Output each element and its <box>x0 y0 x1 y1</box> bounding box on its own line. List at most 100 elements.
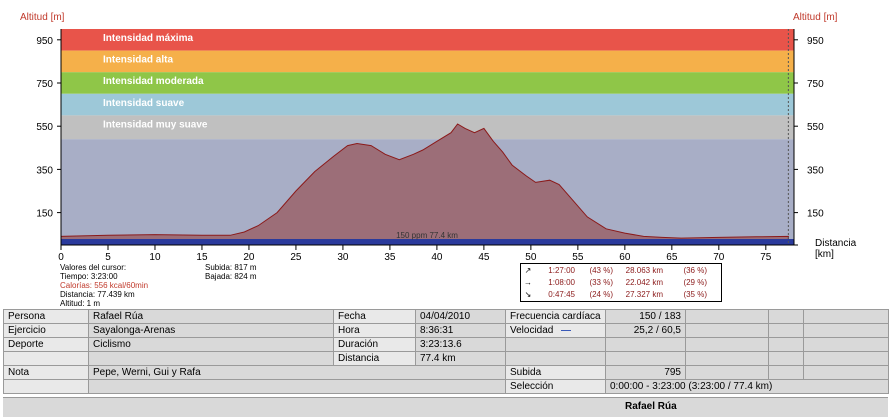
empty-cell <box>803 351 889 366</box>
velocidad-label: Velocidad <box>505 323 606 338</box>
x-tick-label: 35 <box>384 252 396 263</box>
nota-label: Nota <box>3 365 89 380</box>
y-axis-title-right: Altitud [m] <box>793 12 838 23</box>
cursor-altitud: Altitud: 1 m <box>60 299 101 308</box>
y-tick-label-right: 350 <box>807 165 824 176</box>
fecha-value[interactable]: 04/04/2010 <box>415 309 506 324</box>
hora-label: Hora <box>333 323 416 338</box>
seleccion-label: Selección <box>505 379 606 394</box>
velocidad-value[interactable]: 25,2 / 60,5 <box>605 323 686 338</box>
duracion-label: Duración <box>333 337 416 352</box>
empty-cell <box>768 309 804 324</box>
x-tick-label: 25 <box>290 252 302 263</box>
empty-cell <box>768 351 804 366</box>
duracion-value[interactable]: 3:23:13.6 <box>415 337 506 352</box>
empty-cell <box>505 337 606 352</box>
speed-line-icon <box>561 329 572 331</box>
cursor-distancia: Distancia: 77.439 km <box>60 290 135 299</box>
zone-label: Intensidad alta <box>103 55 173 66</box>
empty-cell <box>768 337 804 352</box>
slope-stats-box: ↗ 1:27:00 (43 %) 28.063 km (36 %) → 1:08… <box>520 263 722 302</box>
stats-dist: 22.042 km <box>625 278 663 287</box>
empty-cell <box>3 379 89 394</box>
y-tick-label-left: 350 <box>36 165 53 176</box>
y-tick-label-left: 150 <box>36 209 53 220</box>
zone-band <box>61 72 794 94</box>
altitude-chart[interactable]: 150 ppm 77.4 km Intensidad máxima Intensi… <box>0 0 890 305</box>
empty-cell <box>505 351 606 366</box>
stats-time: 1:27:00 <box>548 266 575 275</box>
table-row: Persona Rafael Rúa Fecha 04/04/2010 Frec… <box>3 309 889 324</box>
zone-label: Intensidad moderada <box>103 76 204 87</box>
flat-icon: → <box>524 278 532 287</box>
subida-label: Subida <box>505 365 606 380</box>
cursor-values: Valores del cursor: Tiempo: 3:23:00 Calo… <box>60 263 148 308</box>
stats-pct-dist: (29 %) <box>683 278 707 287</box>
y-axis-title-left: Altitud [m] <box>20 12 65 23</box>
zone-label: Intensidad muy suave <box>103 119 208 130</box>
x-tick-label: 55 <box>572 252 584 263</box>
cursor-subida: Subida: 817 m <box>205 263 257 272</box>
stats-row-down: ↘ 0:47:45 (24 %) 27.327 km (35 %) <box>521 289 721 300</box>
empty-cell <box>685 351 769 366</box>
x-tick-label: 30 <box>337 252 349 263</box>
seleccion-value[interactable]: 0:00:00 - 3:23:00 (3:23:00 / 77.4 km) <box>605 379 889 394</box>
zone-band <box>61 50 794 73</box>
hora-value[interactable]: 8:36:31 <box>415 323 506 338</box>
x-tick-label: 45 <box>478 252 490 263</box>
cursor-bajada: Bajada: 824 m <box>205 272 257 281</box>
empty-cell <box>803 337 889 352</box>
persona-value[interactable]: Rafael Rúa <box>88 309 334 324</box>
cursor-elevation: Subida: 817 m Bajada: 824 m <box>205 263 257 281</box>
velocidad-label-text: Velocidad <box>510 325 554 336</box>
subida-value[interactable]: 795 <box>605 365 686 380</box>
ejercicio-label: Ejercicio <box>3 323 89 338</box>
cursor-tiempo: Tiempo: 3:23:00 <box>60 272 118 281</box>
exercise-info-table: Persona Rafael Rúa Fecha 04/04/2010 Frec… <box>3 309 889 394</box>
stats-time: 1:08:00 <box>548 278 575 287</box>
x-tick-label: 5 <box>105 252 111 263</box>
stats-row-up: ↗ 1:27:00 (43 %) 28.063 km (36 %) <box>521 265 721 276</box>
x-axis-title: Distancia [km] <box>815 238 857 260</box>
hr-label: 150 ppm 77.4 km <box>396 231 458 240</box>
hr-bar <box>61 239 794 245</box>
empty-cell <box>768 365 804 380</box>
fc-label: Frecuencia cardíaca <box>505 309 606 324</box>
x-tick-label: 0 <box>58 252 64 263</box>
stats-pct-dist: (36 %) <box>683 266 707 275</box>
downhill-icon: ↘ <box>524 290 532 299</box>
persona-label: Persona <box>3 309 89 324</box>
stats-pct-dist: (35 %) <box>683 290 707 299</box>
stats-pct-time: (24 %) <box>589 290 613 299</box>
ejercicio-value[interactable]: Sayalonga-Arenas <box>88 323 334 338</box>
deporte-value[interactable]: Ciclismo <box>88 337 334 352</box>
empty-cell <box>3 351 89 366</box>
x-tick-label: 40 <box>431 252 443 263</box>
x-tick-label: 70 <box>713 252 725 263</box>
y-tick-label-right: 150 <box>807 209 824 220</box>
uphill-icon: ↗ <box>524 266 532 275</box>
cursor-title: Valores del cursor: <box>60 263 127 272</box>
x-tick-label: 75 <box>760 252 772 263</box>
x-tick-label: 15 <box>196 252 208 263</box>
empty-cell <box>685 365 769 380</box>
y-tick-label-left: 550 <box>36 122 53 133</box>
x-tick-label: 10 <box>149 252 161 263</box>
distancia-value[interactable]: 77.4 km <box>415 351 506 366</box>
stats-dist: 28.063 km <box>625 266 663 275</box>
empty-cell <box>803 365 889 380</box>
y-tick-label-right: 950 <box>807 36 824 47</box>
status-user-name: Rafael Rúa <box>625 401 677 412</box>
nota-value[interactable]: Pepe, Werni, Gui y Rafa <box>88 365 506 380</box>
empty-cell <box>768 323 804 338</box>
empty-cell <box>88 351 334 366</box>
zone-band <box>61 29 794 51</box>
stats-row-flat: → 1:08:00 (33 %) 22.042 km (29 %) <box>521 277 721 288</box>
fc-value[interactable]: 150 / 183 <box>605 309 686 324</box>
fecha-label: Fecha <box>333 309 416 324</box>
table-row: Selección 0:00:00 - 3:23:00 (3:23:00 / 7… <box>3 379 889 394</box>
x-tick-label: 50 <box>525 252 537 263</box>
elevation-profile <box>60 123 789 246</box>
y-tick-label-right: 550 <box>807 122 824 133</box>
stats-dist: 27.327 km <box>625 290 663 299</box>
